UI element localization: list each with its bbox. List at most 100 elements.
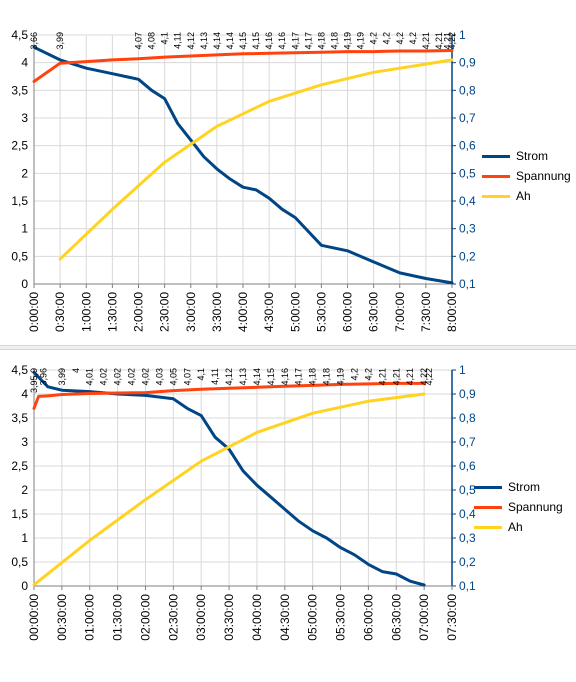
x-tick-label: 02:00:00 [138,594,152,641]
y-right-tick-label: 0,6 [459,459,476,473]
y-left-tick-label: 0,5 [11,249,28,263]
data-label: 4,02 [113,368,123,386]
y-right-tick-label: 0,8 [459,411,476,425]
data-label: 4,17 [290,32,300,50]
data-label: 4,22 [447,32,457,50]
data-label: 4,14 [212,32,222,50]
data-label: 4,17 [303,32,313,50]
data-label: 4,21 [443,32,453,50]
x-tick-label: 6:30:00 [367,292,381,332]
y-right-tick-label: 0,7 [459,111,476,125]
y-left-tick-label: 3,5 [11,83,28,97]
data-label: 4,05 [168,368,178,386]
data-label: 4,14 [225,32,235,50]
y-left-tick-label: 3,5 [11,411,28,425]
legend-bottom: Strom Spannung Ah [474,477,563,537]
x-tick-label: 3:00:00 [184,292,198,332]
y-left-tick-label: 3 [21,111,28,125]
legend-label-strom: Strom [508,480,541,494]
x-tick-label: 02:30:00 [166,594,180,641]
data-label: 4,12 [186,32,196,50]
y-right-tick-label: 0,3 [459,222,476,236]
data-label: 4,2 [395,32,405,45]
x-tick-label: 6:00:00 [341,292,355,332]
data-label: 4,08 [147,32,157,50]
data-label: 4,15 [251,32,261,50]
y-left-tick-label: 4 [21,56,28,70]
x-tick-label: 1:30:00 [105,292,119,332]
y-right-tick-label: 0,3 [459,531,476,545]
y-right-tick-label: 0,7 [459,435,476,449]
data-label: 4,18 [329,32,339,50]
y-right-tick-label: 0,2 [459,555,476,569]
data-label: 4,13 [199,32,209,50]
data-label: 4,02 [140,368,150,386]
x-tick-label: 07:30:00 [445,594,459,641]
data-label: 4,16 [280,368,290,386]
x-tick-label: 2:30:00 [158,292,172,332]
legend-item-strom: Strom [474,477,563,497]
data-label: 4,2 [382,32,392,45]
data-label: 4,1 [160,32,170,45]
x-tick-label: 04:30:00 [278,594,292,641]
y-right-tick-label: 0,1 [459,579,476,593]
x-tick-label: 1:00:00 [79,292,93,332]
data-label: 4,19 [356,32,366,50]
y-left-tick-label: 1 [21,531,28,545]
data-label: 4,14 [252,368,262,386]
legend-label-strom: Strom [516,149,549,163]
data-label: 4,21 [434,32,444,50]
y-right-tick-label: 0,9 [459,56,476,70]
x-tick-label: 3:30:00 [210,292,224,332]
legend-item-ah: Ah [482,186,571,206]
x-tick-label: 05:00:00 [306,594,320,641]
x-tick-label: 0:30:00 [53,292,67,332]
y-left-tick-label: 2,5 [11,459,28,473]
y-left-tick-label: 4,5 [11,28,28,42]
legend-item-spannung: Spannung [482,166,571,186]
data-label: 3,99 [57,368,67,386]
data-label: 3,66 [29,32,39,50]
data-label: 3,99 [55,32,65,50]
data-label: 4,2 [369,32,379,45]
legend-swatch-ah [482,194,510,198]
data-label: 3,96 [38,368,48,386]
x-tick-label: 0:00:00 [27,292,41,332]
data-label: 4,15 [238,32,248,50]
x-tick-label: 06:00:00 [361,594,375,641]
y-left-tick-label: 1,5 [11,507,28,521]
x-tick-label: 5:00:00 [288,292,302,332]
series-line-ah [32,392,426,587]
data-label: 4,11 [210,368,220,385]
data-label: 4,1 [196,368,206,381]
x-tick-label: 4:00:00 [236,292,250,332]
panel-separator [0,345,576,350]
x-tick-label: 03:00:00 [194,594,208,641]
data-label: 4,22 [424,368,434,386]
data-label: 4,21 [391,368,401,386]
y-right-tick-label: 0,5 [459,166,476,180]
chart-panel-top: 0 0,5 1 1,5 2 2,5 3 3,5 4 4,5 0,1 0,2 0,3 0,4 0,5 0,6 0,… [11,28,571,333]
y-right-tick-label: 0,2 [459,249,476,263]
x-tick-label: 05:30:00 [334,594,348,641]
y-left-tick-label: 0 [21,579,28,593]
data-label: 4,16 [264,32,274,50]
y-left-tick-label: 0,5 [11,555,28,569]
x-tick-label: 7:00:00 [393,292,407,332]
y-left-tick-label: 2 [21,483,28,497]
legend-swatch-spannung [474,505,502,509]
x-tick-label: 04:00:00 [250,594,264,641]
y-left-tick-label: 0 [21,277,28,291]
data-label: 4 [71,368,81,373]
series-line-strom [32,45,454,285]
data-label: 4,21 [377,368,387,386]
series-line-ah [58,58,454,261]
legend-label-ah: Ah [508,520,523,534]
y-left-tick-label: 2 [21,166,28,180]
legend-swatch-ah [474,525,502,529]
y-left-tick-label: 3 [21,435,28,449]
y-left-tick-label: 4 [21,387,28,401]
chart-top: 0 0,5 1 1,5 2 2,5 3 3,5 4 4,5 0,1 0,2 0,3 0,4 0,5 0,6 0,… [11,28,476,332]
data-label: 4,2 [408,32,418,45]
x-tick-label: 8:00:00 [445,292,459,332]
